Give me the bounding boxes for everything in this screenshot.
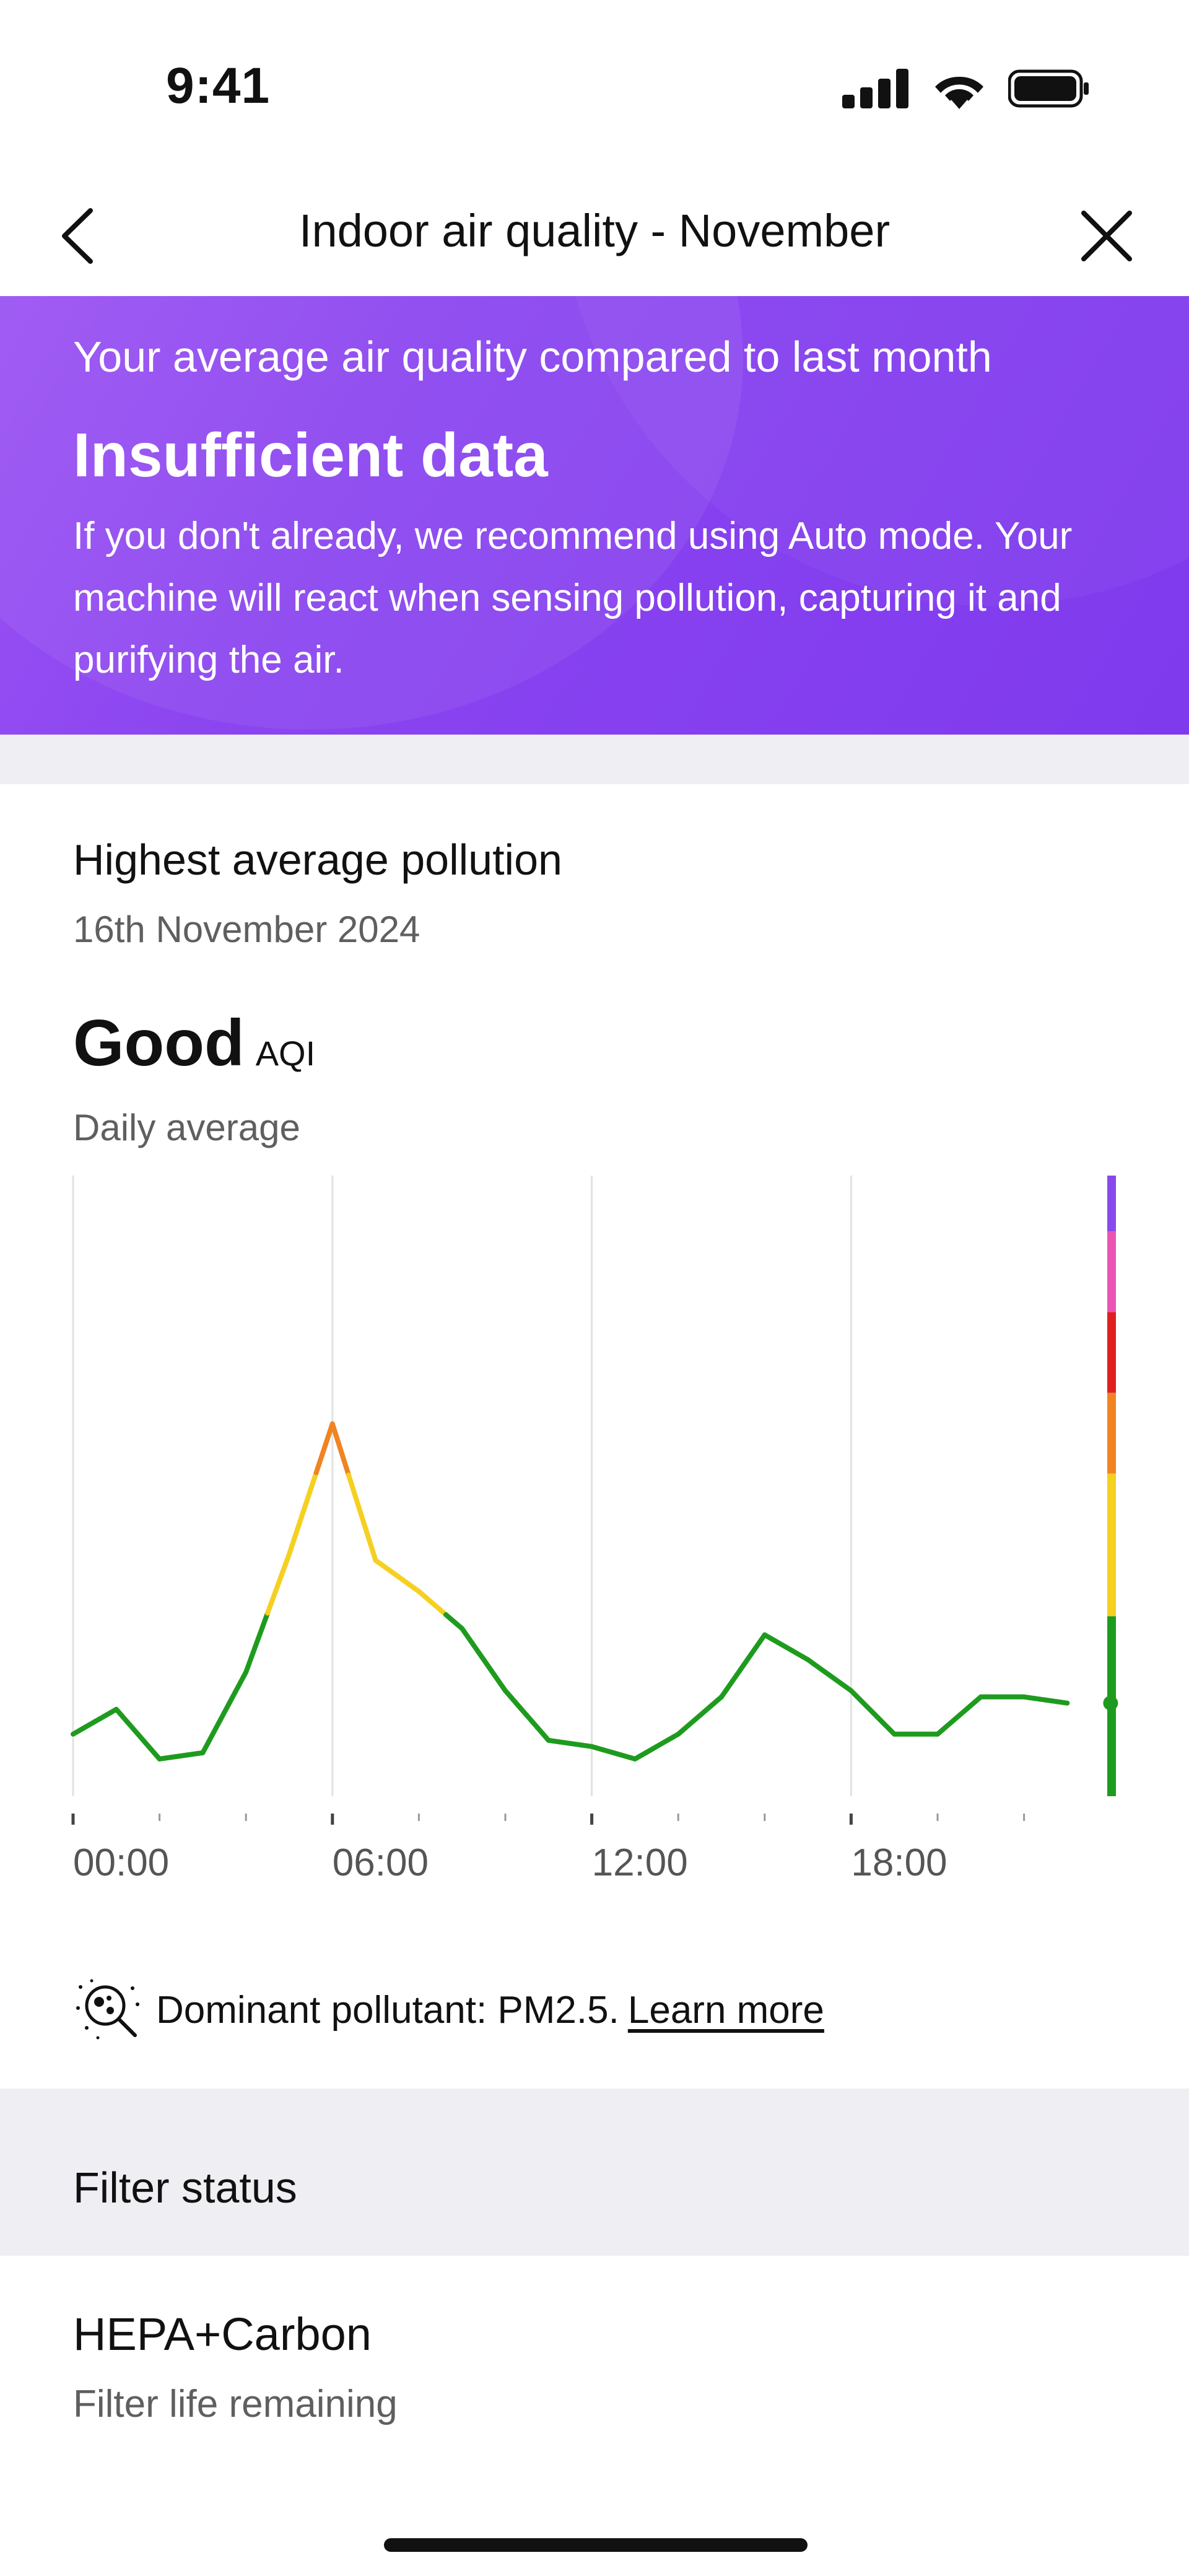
line-segment [265, 1596, 276, 1616]
banner-body: If you don't already, we recommend using… [73, 515, 1073, 681]
filter-status-title: Filter status [73, 2163, 297, 2212]
home-indicator[interactable] [384, 2538, 808, 2552]
status-time: 9:41 [166, 58, 271, 114]
line-segment [367, 1540, 378, 1563]
pollutant-magnifier-icon [76, 1979, 139, 2040]
line-segment [329, 1421, 341, 1444]
line-segment [259, 1610, 271, 1631]
banner-subtitle: Your average air quality compared to las… [73, 333, 992, 381]
aqi-summary: Good AQI [73, 1006, 315, 1081]
status-bar: 9:41 [0, 0, 1189, 167]
status-icons [842, 67, 1090, 110]
aqi-unit: AQI [255, 1034, 316, 1073]
daily-average-label: Daily average [73, 1107, 300, 1148]
line-segment [303, 1487, 313, 1508]
x-axis: 00:00 06:00 12:00 18:00 [71, 1814, 1026, 1884]
pollutant-text: Dominant pollutant: PM2.5. [156, 1988, 619, 2032]
aqi-value: Good [73, 1006, 245, 1080]
line-segment [254, 1625, 265, 1646]
line-segment [281, 1552, 292, 1572]
page-title: Indoor air quality - November [298, 205, 891, 256]
line-segment [341, 1455, 351, 1478]
current-point [1103, 1695, 1118, 1711]
line-segment [297, 1503, 308, 1524]
section-divider [0, 735, 1189, 784]
pollution-date: 16th November 2024 [73, 909, 420, 950]
battery-icon [1008, 69, 1089, 108]
wifi-icon [935, 76, 983, 109]
scale-band-severe [1107, 1231, 1116, 1312]
line-segment [276, 1566, 287, 1586]
dominant-pollutant: Dominant pollutant: PM2.5. Learn more [73, 1976, 824, 2044]
nav-header: Indoor air quality - November [0, 180, 1189, 297]
line-segment [292, 1519, 303, 1540]
line-segment [351, 1490, 362, 1512]
pollution-heading: Highest average pollution [73, 836, 562, 884]
line-segment [270, 1581, 281, 1601]
x-tick-label: 00:00 [73, 1841, 169, 1884]
chart-grid [72, 1176, 852, 1796]
learn-more-link[interactable]: Learn more [627, 1988, 824, 2032]
line-segment [243, 1654, 254, 1675]
air-quality-chart: 00:00 06:00 12:00 18:00 [71, 1176, 1118, 1884]
filter-name: HEPA+Carbon [73, 2308, 372, 2360]
line-segment [362, 1524, 373, 1546]
x-tick-label: 12:00 [592, 1841, 688, 1884]
line-segment [346, 1472, 357, 1495]
line-segment [335, 1438, 346, 1460]
filter-life-label: Filter life remaining [73, 2383, 398, 2425]
x-tick-label: 18:00 [851, 1841, 947, 1884]
close-icon [1081, 211, 1132, 261]
line-segment [313, 1454, 324, 1475]
x-tick-label: 06:00 [333, 1841, 429, 1884]
line-segment [308, 1470, 319, 1492]
chevron-left-icon [62, 208, 93, 264]
close-button[interactable] [1073, 202, 1141, 270]
banner-title: Insufficient data [73, 421, 548, 490]
line-segment [287, 1535, 297, 1557]
line-segment [357, 1506, 368, 1529]
back-button[interactable] [48, 202, 110, 270]
scale-band-extreme [1107, 1176, 1116, 1232]
line-segment [1059, 1700, 1070, 1706]
line-segment [319, 1438, 330, 1459]
comparison-banner: Your average air quality compared to las… [0, 296, 1189, 735]
scale-band-fair [1107, 1473, 1116, 1617]
line-segment [248, 1640, 259, 1660]
aqi-line [71, 1421, 1118, 1762]
scale-band-very-poor [1107, 1312, 1116, 1393]
filter-status-header: Filter status [0, 2089, 1189, 2256]
cellular-signal-icon [842, 69, 908, 108]
scale-band-poor [1107, 1392, 1116, 1474]
